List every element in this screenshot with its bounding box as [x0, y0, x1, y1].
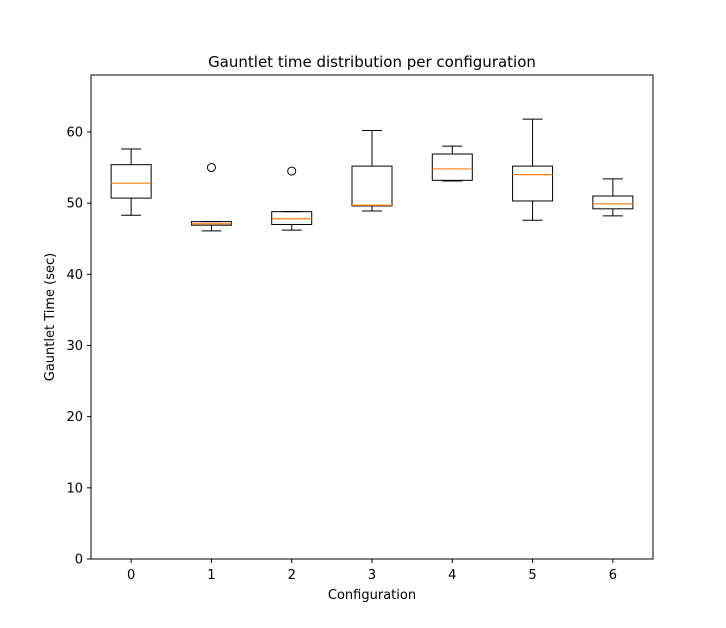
x-axis-label: Configuration — [328, 588, 416, 603]
y-tick-label: 10 — [66, 481, 83, 496]
box — [512, 165, 554, 202]
box-group-3 — [351, 130, 393, 212]
x-tick-label: 1 — [207, 568, 215, 583]
x-tick-label: 6 — [609, 568, 617, 583]
x-tick-label: 5 — [528, 568, 536, 583]
box-group-6 — [592, 178, 634, 217]
box — [110, 164, 152, 199]
box — [431, 153, 473, 181]
outlier-point — [287, 166, 297, 176]
box-group-5 — [512, 118, 554, 221]
y-axis-label: Gauntlet Time (sec) — [43, 253, 58, 381]
outlier-point — [206, 163, 216, 173]
box — [351, 165, 393, 207]
box — [592, 195, 634, 210]
plot-frame — [90, 74, 654, 560]
box-group-1 — [190, 163, 232, 232]
box — [271, 211, 313, 225]
box-group-2 — [271, 166, 313, 231]
y-tick-label: 30 — [66, 339, 83, 354]
chart-title: Gauntlet time distribution per configura… — [208, 53, 536, 71]
y-tick-label: 20 — [66, 410, 83, 425]
y-tick-label: 40 — [66, 268, 83, 283]
x-tick-label: 4 — [448, 568, 456, 583]
y-tick-label: 50 — [66, 197, 83, 212]
y-tick-label: 60 — [66, 125, 83, 140]
box-group-0 — [110, 148, 152, 216]
plot-area — [110, 118, 634, 232]
x-tick-label: 2 — [288, 568, 296, 583]
x-tick-label: 0 — [127, 568, 135, 583]
y-tick-label: 0 — [75, 553, 83, 568]
box-group-4 — [431, 145, 473, 182]
x-tick-label: 3 — [368, 568, 376, 583]
